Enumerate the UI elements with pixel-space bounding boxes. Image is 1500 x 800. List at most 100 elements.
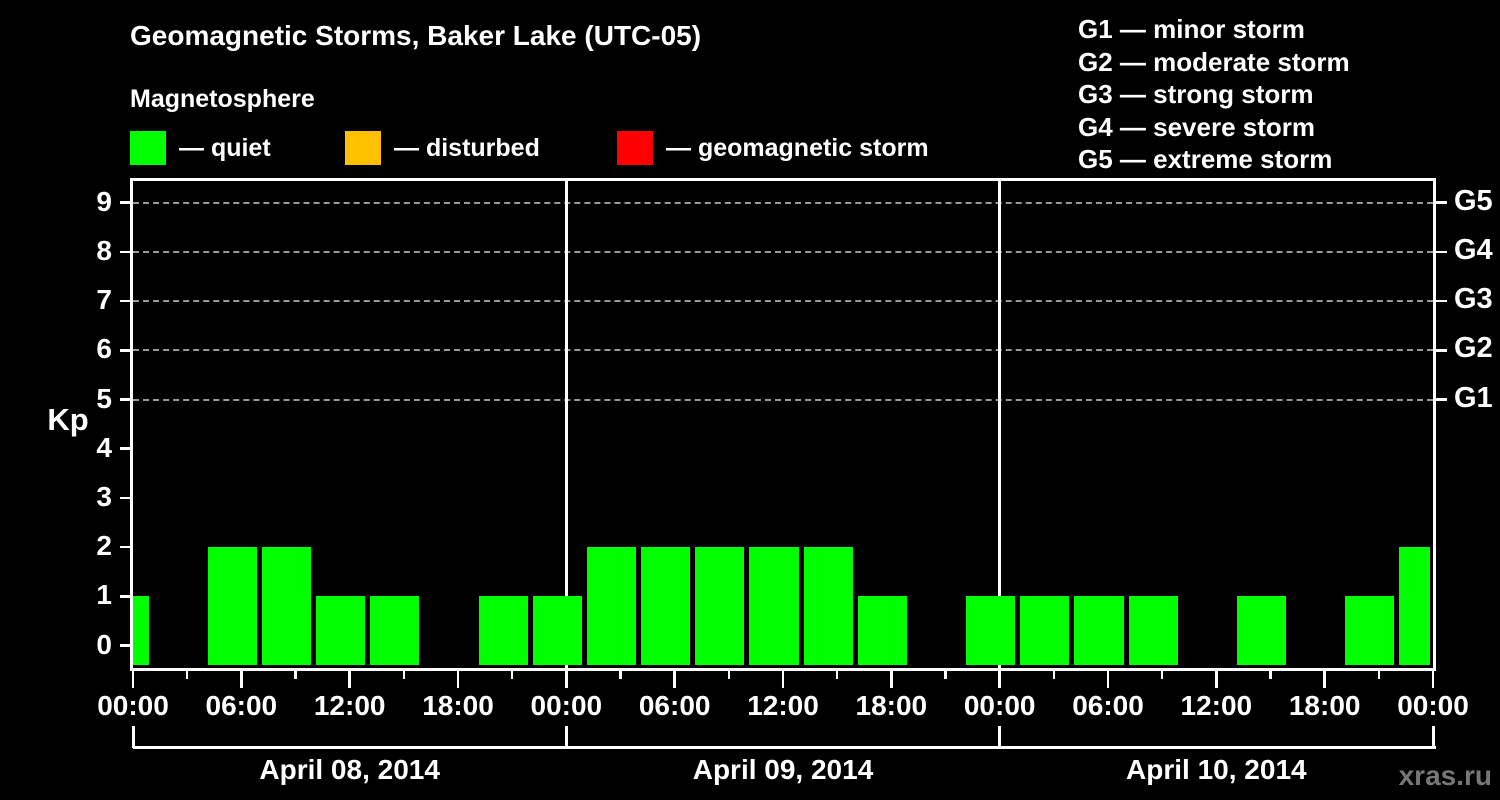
legend-item-quiet: — quiet	[130, 131, 271, 165]
x-axis-tick	[781, 668, 785, 688]
x-axis-tick	[944, 668, 947, 679]
y-axis-tick	[120, 398, 133, 401]
x-axis-tick-label: 18:00	[422, 690, 494, 721]
x-axis-tick	[1269, 668, 1272, 679]
x-axis-tick	[348, 668, 351, 688]
gridline-kp5	[133, 398, 1433, 401]
g-axis-tick-label: G3	[1454, 283, 1493, 316]
kp-bar	[370, 596, 420, 666]
kp-bar	[261, 547, 312, 666]
x-axis-tick	[510, 668, 514, 679]
date-label: April 09, 2014	[692, 754, 874, 785]
disturbed-color-swatch-icon	[345, 131, 381, 165]
g-axis-tick	[1433, 349, 1447, 352]
day-divider	[564, 181, 568, 668]
x-axis-tick-label: 12:00	[1180, 690, 1253, 721]
x-axis-tick	[294, 668, 297, 679]
kp-bar	[1020, 596, 1070, 666]
kp-bar	[586, 547, 637, 666]
x-axis-tick	[619, 668, 622, 679]
x-axis-tick-label: 12:00	[313, 690, 386, 721]
x-axis-tick	[1160, 668, 1164, 679]
x-axis-tick-label: 12:00	[747, 690, 819, 721]
day-bracket-tick	[1431, 726, 1435, 748]
day-divider	[998, 181, 1002, 668]
kp-bar	[641, 547, 691, 666]
kp-bar	[857, 596, 907, 666]
y-axis-tick-label: 9	[96, 185, 112, 217]
x-axis-tick	[835, 668, 839, 679]
x-axis-tick	[998, 668, 1001, 688]
chart-subtitle: Magnetosphere	[130, 85, 315, 113]
g-axis-tick-label: G1	[1454, 381, 1493, 414]
y-axis-tick	[120, 447, 133, 450]
kp-bar	[1399, 547, 1431, 666]
x-axis-tick	[1215, 668, 1218, 688]
x-axis-tick-label: 06:00	[1072, 690, 1144, 721]
kp-bar	[1074, 596, 1124, 666]
y-axis-tick	[120, 545, 133, 549]
y-axis-tick-label: 2	[96, 530, 112, 562]
x-axis-tick	[673, 668, 676, 688]
gridline-kp9	[133, 201, 1433, 204]
y-axis-tick	[120, 349, 133, 352]
x-axis-tick	[1323, 668, 1326, 688]
x-axis-tick-label: 18:00	[1288, 690, 1361, 721]
kp-bar	[1236, 596, 1287, 666]
g-axis-tick	[1433, 299, 1447, 303]
kp-bar	[316, 596, 366, 666]
g-scale-legend: G1 — minor storm G2 — moderate storm G3 — …	[1078, 13, 1350, 176]
x-axis-tick	[1052, 668, 1056, 679]
x-axis-tick	[565, 668, 568, 688]
kp-bar	[478, 596, 528, 666]
day-bracket-tick	[564, 726, 568, 748]
g-axis-tick	[1433, 250, 1447, 254]
x-axis-tick-label: 00:00	[97, 690, 169, 721]
x-axis-tick	[1106, 668, 1110, 688]
quiet-color-swatch-icon	[130, 131, 166, 165]
kp-bar	[1128, 596, 1178, 666]
y-axis-tick-label: 5	[96, 382, 112, 414]
watermark: xras.ru	[1398, 760, 1492, 791]
x-axis-tick-label: 06:00	[205, 690, 278, 721]
y-axis-tick	[120, 496, 133, 500]
x-axis-tick-label: 00:00	[1397, 690, 1469, 721]
kp-bar	[532, 596, 582, 666]
y-axis-tick-label: 1	[96, 579, 112, 611]
legend-label: — disturbed	[394, 133, 540, 162]
g-axis-tick-label: G2	[1454, 332, 1493, 365]
x-axis-tick	[727, 668, 731, 679]
y-axis-tick-label: 4	[96, 431, 112, 463]
kp-bar	[207, 547, 257, 666]
kp-bar	[749, 547, 799, 666]
x-axis-tick	[890, 668, 893, 688]
kp-bar	[803, 547, 853, 666]
legend-label: — geomagnetic storm	[666, 133, 929, 162]
y-axis-tick-label: 0	[96, 628, 112, 660]
gridline-kp8	[133, 250, 1433, 253]
date-label: April 08, 2014	[259, 754, 440, 785]
g-axis-tick-label: G5	[1454, 184, 1493, 217]
x-axis-tick	[1431, 668, 1435, 688]
y-axis-tick	[120, 644, 133, 647]
x-axis-tick	[456, 668, 460, 688]
g-scale-legend-line: G4 — severe storm	[1078, 111, 1316, 142]
x-axis-tick-label: 00:00	[963, 690, 1036, 721]
x-axis-tick	[402, 668, 406, 679]
g-scale-legend-line: G2 — moderate storm	[1078, 46, 1350, 77]
gridline-kp6	[133, 349, 1433, 352]
x-axis-tick-label: 06:00	[638, 690, 711, 721]
g-axis-tick	[1433, 201, 1447, 204]
kp-bar	[695, 547, 745, 666]
y-axis-tick	[120, 595, 133, 598]
g-axis-tick	[1433, 398, 1447, 401]
x-axis-tick	[240, 668, 243, 688]
day-bracket-line	[133, 746, 1436, 749]
x-axis-tick-label: 18:00	[855, 690, 928, 721]
x-axis-tick	[1377, 668, 1381, 679]
x-axis-tick-label: 00:00	[530, 690, 603, 721]
y-axis-title: Kp	[47, 402, 89, 438]
y-axis-tick-label: 6	[96, 333, 112, 365]
gridline-kp7	[133, 300, 1433, 303]
